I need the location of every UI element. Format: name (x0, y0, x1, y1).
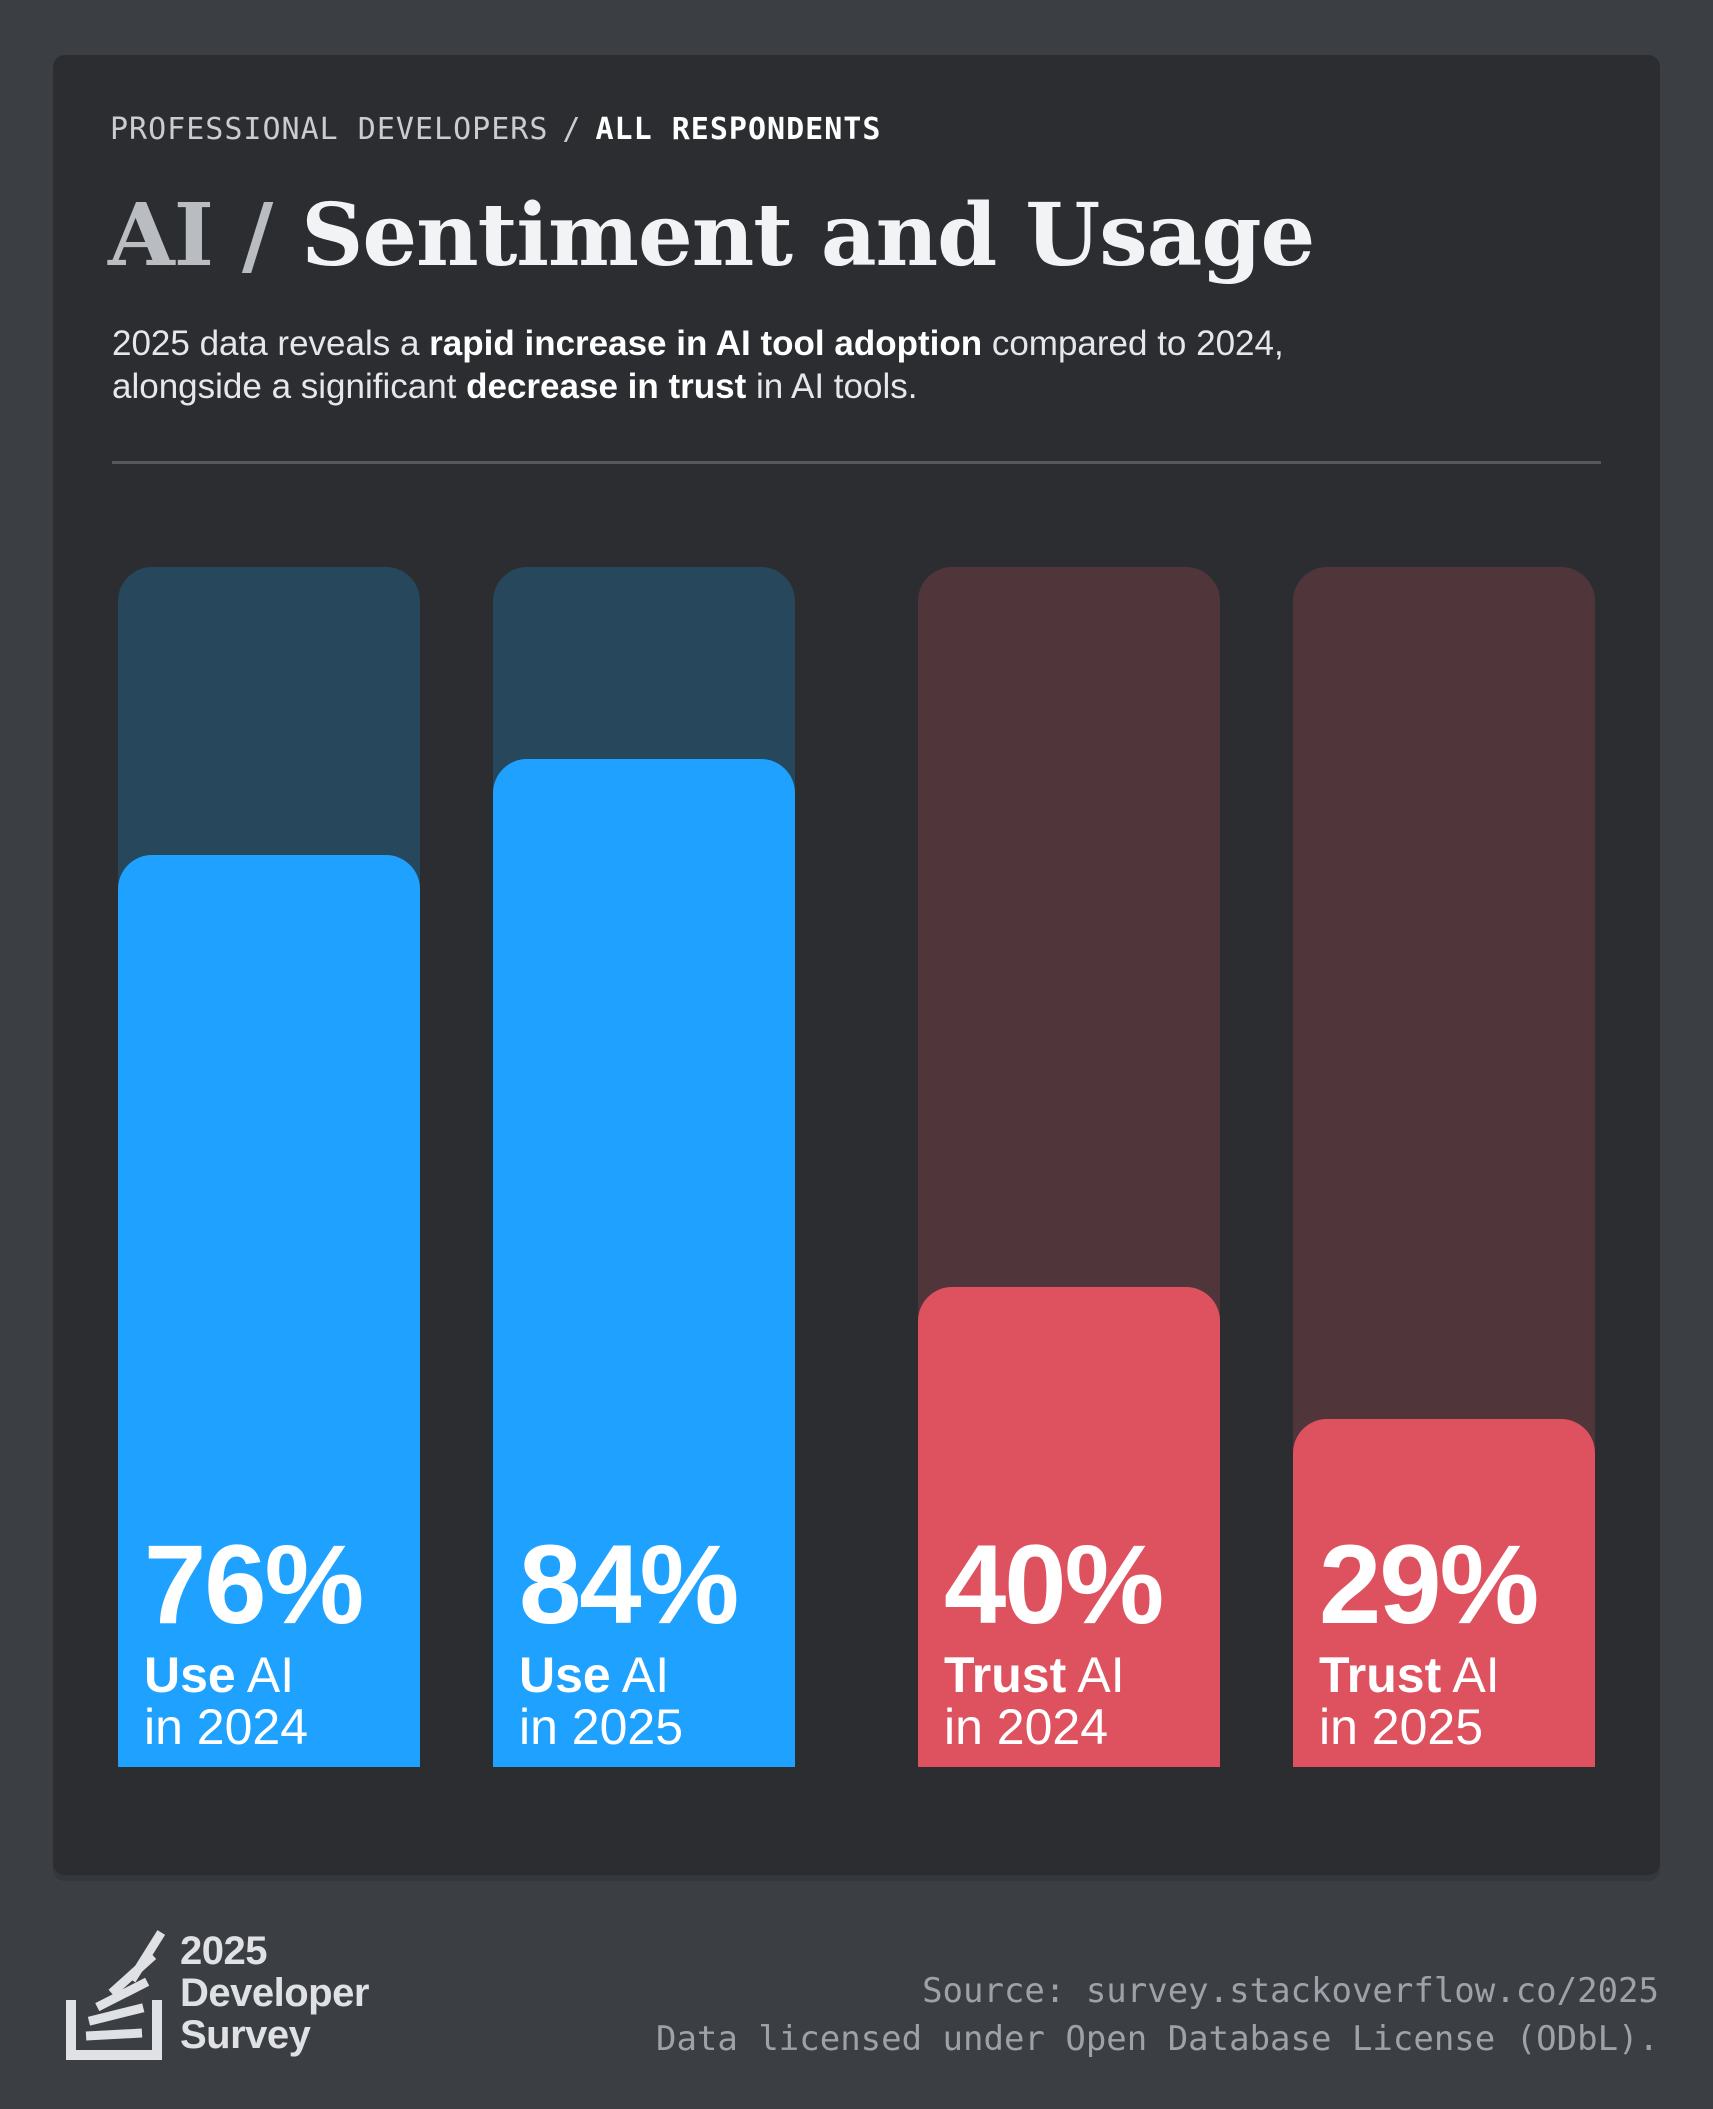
bar-caption-rest: AI (1066, 1647, 1125, 1703)
logo-survey: Survey (180, 2013, 311, 2057)
bar-caption-strong: Use (144, 1647, 236, 1703)
subtitle-highlight-trust: decrease in trust (466, 367, 747, 406)
logo-developer: Developer (180, 1971, 369, 2015)
subtitle-text: 2025 data reveals a (112, 324, 430, 363)
bar-caption: Use AI in 2025 (519, 1649, 737, 1753)
bar-caption: Trust AI in 2024 (944, 1649, 1162, 1753)
license-text: Data licensed under Open Database Licens… (655, 2019, 1659, 2059)
subtitle-text: alongside a significant (112, 367, 467, 406)
bar-value-label: 29% (1319, 1522, 1539, 1647)
breadcrumb-separator: / (562, 112, 582, 147)
title-main: Sentiment and Usage (301, 185, 1315, 286)
bar-caption-year: in 2024 (144, 1699, 309, 1755)
bar-caption-strong: Trust (944, 1647, 1067, 1703)
bar-label-use-2024: 76% Use AI in 2024 (144, 1522, 364, 1754)
bar-use-ai-2024 (118, 855, 420, 1767)
page-title: AI / Sentiment and Usage (108, 185, 1315, 286)
bar-caption: Trust AI in 2025 (1319, 1649, 1537, 1753)
subtitle-highlight-adoption: rapid increase in AI tool adoption (429, 324, 983, 363)
bar-track-trust-2025: 29% Trust AI in 2025 (1293, 567, 1595, 1767)
subtitle-text: in AI tools. (746, 367, 918, 406)
bar-caption-year: in 2025 (1319, 1699, 1484, 1755)
bar-caption: Use AI in 2024 (144, 1649, 362, 1753)
bar-use-ai-2025 (493, 759, 795, 1767)
bar-caption-year: in 2025 (519, 1699, 684, 1755)
divider (112, 461, 1601, 464)
logo-year: 2025 (180, 1929, 267, 1973)
bar-label-trust-2025: 29% Trust AI in 2025 (1319, 1522, 1539, 1754)
bar-trust-ai-2025 (1293, 1419, 1595, 1767)
bar-caption-year: in 2024 (944, 1699, 1109, 1755)
bar-caption-rest: AI (1441, 1647, 1500, 1703)
title-prefix: AI / (108, 185, 273, 286)
bar-trust-ai-2024 (918, 1287, 1220, 1767)
bar-value-label: 76% (144, 1522, 364, 1647)
subtitle: 2025 data reveals a rapid increase in AI… (112, 322, 1412, 408)
bar-label-use-2025: 84% Use AI in 2025 (519, 1522, 739, 1754)
bar-track-use-2025: 84% Use AI in 2025 (493, 567, 795, 1767)
stack-overflow-logo-icon (66, 1930, 166, 2060)
bar-caption-strong: Trust (1319, 1647, 1442, 1703)
source-attribution: Source: survey.stackoverflow.co/2025 Dat… (656, 1967, 1659, 2063)
breadcrumb: PROFESSIONAL DEVELOPERS / ALL RESPONDENTS (110, 112, 881, 147)
bar-caption-strong: Use (519, 1647, 611, 1703)
breadcrumb-item-all-respondents: ALL RESPONDENTS (595, 112, 882, 147)
bar-track-trust-2024: 40% Trust AI in 2024 (918, 567, 1220, 1767)
bar-value-label: 84% (519, 1522, 739, 1647)
logo-text: 2025 Developer Survey (180, 1930, 369, 2056)
bar-label-trust-2024: 40% Trust AI in 2024 (944, 1522, 1164, 1754)
subtitle-text: compared to 2024, (982, 324, 1284, 363)
bar-caption-rest: AI (610, 1647, 670, 1703)
bar-caption-rest: AI (235, 1647, 295, 1703)
source-link[interactable]: Source: survey.stackoverflow.co/2025 (922, 1971, 1659, 2011)
breadcrumb-item-professional-developers[interactable]: PROFESSIONAL DEVELOPERS (110, 112, 549, 147)
bar-track-use-2024: 76% Use AI in 2024 (118, 567, 420, 1767)
bar-value-label: 40% (944, 1522, 1164, 1647)
